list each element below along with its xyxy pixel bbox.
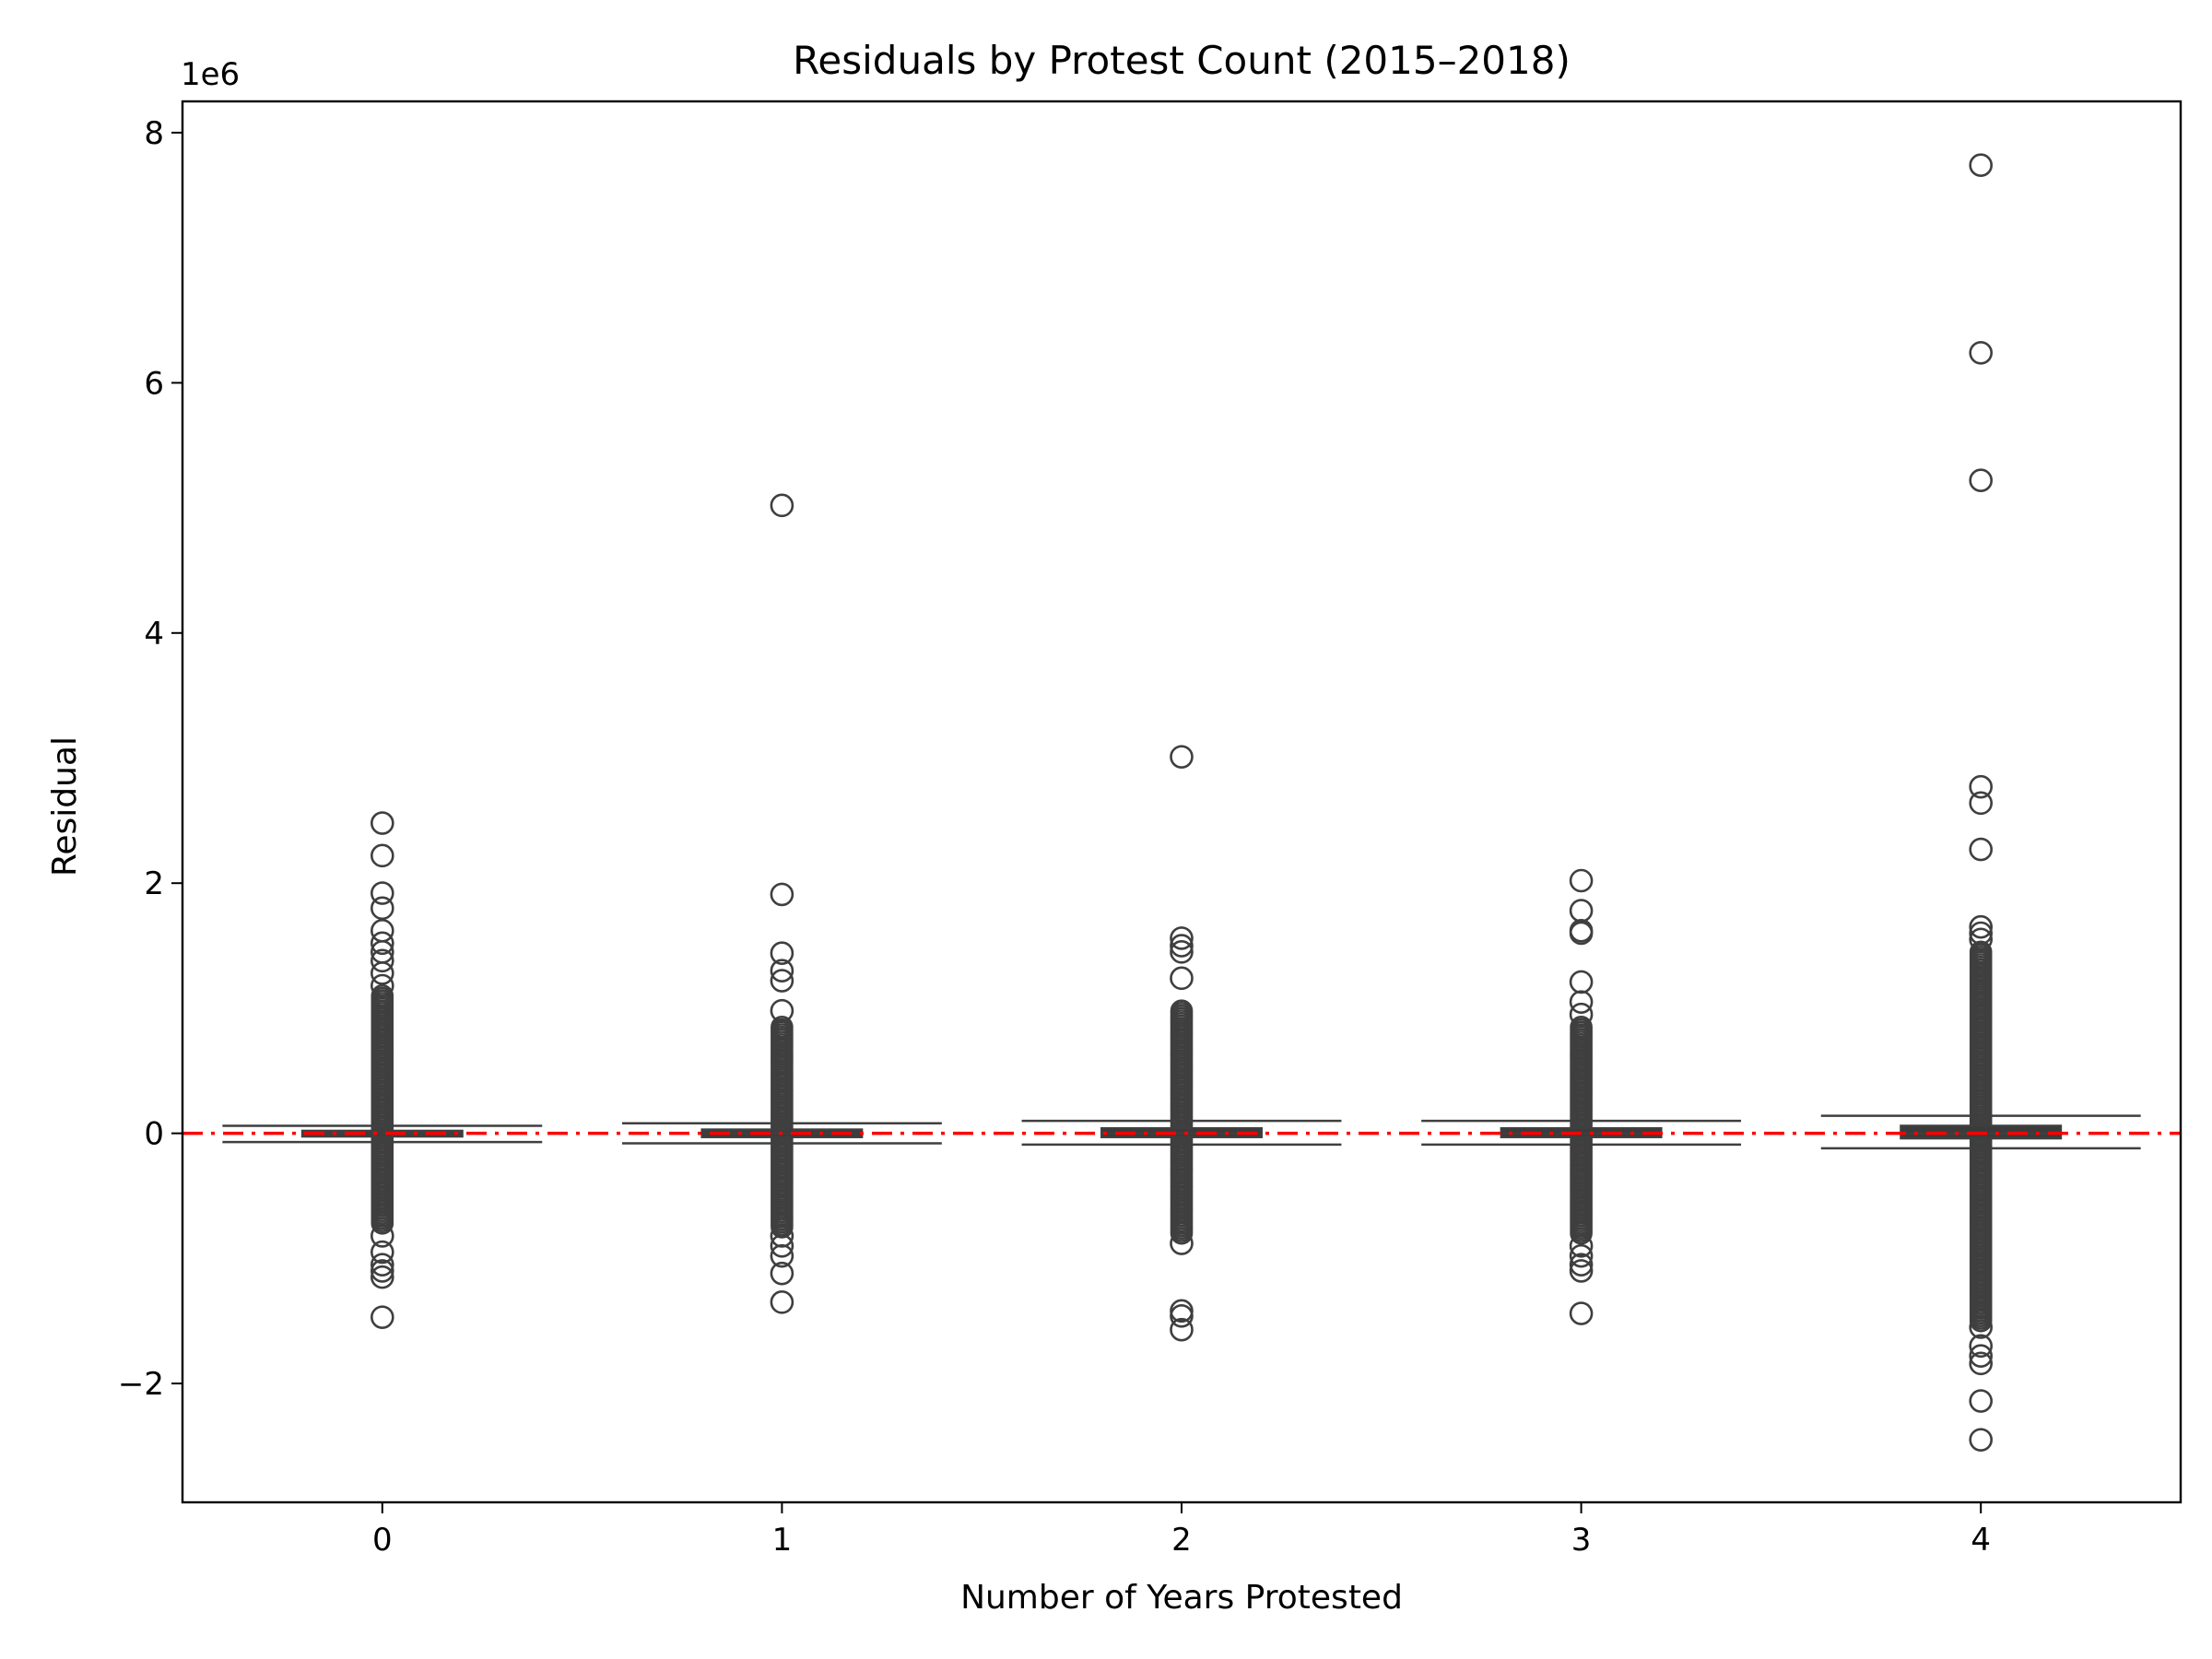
x-tick-label: 0 (372, 1522, 393, 1559)
outlier-point (1170, 966, 1194, 991)
outlier-point (770, 959, 794, 983)
outlier-point (1969, 1334, 1993, 1359)
outlier-point (370, 896, 394, 921)
outlier-point (1569, 1002, 1594, 1027)
y-tick-label: 4 (144, 616, 164, 653)
outlier-point (770, 941, 794, 966)
y-tick-label: 2 (144, 865, 164, 902)
outlier-point (1969, 914, 1993, 939)
outlier-point (770, 969, 794, 993)
outlier-point (1969, 340, 1993, 365)
outlier-point (1170, 926, 1194, 950)
x-tick-label: 3 (1571, 1522, 1592, 1559)
outlier-point (1969, 1428, 1993, 1452)
outlier-point (370, 881, 394, 905)
outlier-point (1969, 1315, 1993, 1339)
outlier-point (1969, 940, 1993, 964)
outlier-point (1969, 468, 1993, 493)
outlier-point (1969, 1344, 1993, 1369)
outlier-point (1170, 1317, 1194, 1342)
chart-title: Residuals by Protest Count (2015–2018) (793, 38, 1571, 83)
axes: −2 0 2 4 6 8 0 1 2 3 4 (118, 100, 2183, 1559)
outlier-point (370, 931, 394, 956)
y-axis-label: Residual (46, 736, 84, 877)
outlier-point (370, 948, 394, 973)
outlier-point (370, 1265, 394, 1289)
outlier-point (1170, 934, 1194, 958)
outlier-point (1969, 1351, 1993, 1376)
outlier-point (1969, 153, 1993, 178)
outlier-point (1969, 927, 1993, 952)
outlier-point (1569, 1301, 1594, 1325)
outlier-point (370, 973, 394, 998)
outlier-point (770, 998, 794, 1023)
y-tick-label: 8 (144, 115, 164, 152)
outlier-point (370, 1224, 394, 1248)
plot-area (182, 153, 2181, 1452)
outlier-point (1569, 868, 1594, 893)
y-tick-label: 0 (144, 1116, 164, 1153)
outlier-point (370, 811, 394, 835)
box-group-3 (1421, 868, 1742, 1325)
box-group-4 (1820, 153, 2141, 1452)
outlier-point (771, 1015, 794, 1039)
outlier-point (1569, 1243, 1594, 1268)
outlier-point (1569, 990, 1594, 1014)
outlier-point (1969, 791, 1993, 816)
outlier-point (370, 961, 394, 985)
outlier-point (1569, 1253, 1594, 1277)
outlier-point (1170, 745, 1194, 769)
x-tick-label: 2 (1171, 1522, 1192, 1559)
outlier-point (770, 882, 794, 907)
outlier-point (370, 1240, 394, 1265)
outlier-point (1170, 999, 1194, 1022)
outlier-point (770, 1290, 794, 1314)
outlier-point (770, 1261, 794, 1286)
outlier-point (770, 1243, 794, 1268)
outlier-point (1969, 921, 1993, 946)
outlier-point (1570, 1015, 1593, 1039)
y-multiplier-label: 1e6 (181, 56, 240, 93)
outlier-point (1969, 1389, 1993, 1413)
outlier-point (1170, 1303, 1194, 1328)
outlier-point (1569, 1259, 1594, 1283)
y-tick-label: −2 (118, 1366, 164, 1403)
outlier-point (1170, 940, 1194, 964)
outlier-point (770, 1233, 794, 1258)
outlier-point (1969, 837, 1993, 862)
outlier-point (1569, 921, 1594, 946)
x-tick-label: 4 (1971, 1522, 1991, 1559)
outlier-point (1969, 774, 1993, 799)
x-axis-label: Number of Years Protested (960, 1579, 1403, 1617)
box-group-0 (222, 811, 543, 1329)
outlier-point (1170, 1231, 1194, 1255)
outlier-point (370, 1253, 394, 1277)
outlier-point (370, 1259, 394, 1283)
outlier-point (770, 493, 794, 518)
outlier-point (370, 843, 394, 868)
outlier-point (1569, 1233, 1594, 1258)
x-tick-label: 1 (772, 1522, 793, 1559)
outlier-point (371, 984, 394, 1007)
outlier-point (370, 1305, 394, 1329)
y-tick-label: 6 (144, 365, 164, 402)
